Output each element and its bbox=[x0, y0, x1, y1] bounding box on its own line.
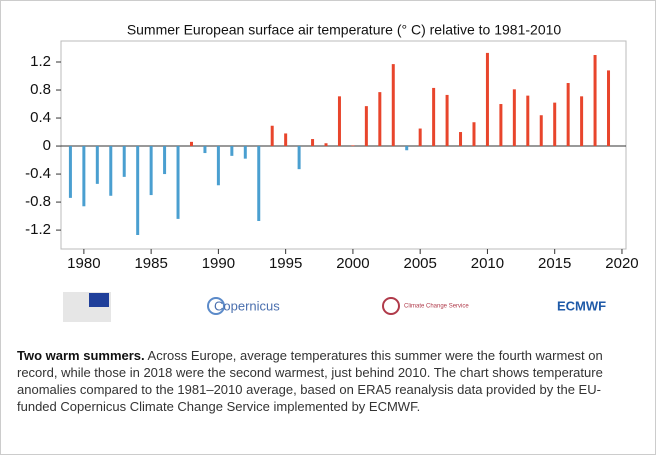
y-tick-label: 0.8 bbox=[30, 81, 51, 98]
bar bbox=[95, 146, 99, 184]
logo-text: Climate Change Service bbox=[404, 304, 469, 310]
chart: Summer European surface air temperature … bbox=[25, 22, 639, 322]
x-tick-label: 1985 bbox=[134, 255, 167, 272]
bar bbox=[364, 106, 368, 147]
plot-frame bbox=[60, 40, 627, 250]
caption-text: Across Europe, average temperatures this… bbox=[17, 348, 603, 414]
bar bbox=[257, 146, 261, 221]
bar bbox=[270, 125, 274, 147]
bar bbox=[230, 146, 234, 156]
caption: Two warm summers. Across Europe, average… bbox=[17, 347, 637, 415]
x-tick-label: 1995 bbox=[269, 255, 302, 272]
y-tick-label: -0.8 bbox=[25, 193, 51, 210]
bar bbox=[445, 94, 449, 147]
y-tick-label: -0.4 bbox=[25, 165, 51, 182]
x-tick-label: 2015 bbox=[538, 255, 571, 272]
bar bbox=[337, 96, 341, 147]
bar bbox=[203, 146, 207, 154]
bar bbox=[297, 146, 301, 170]
bar bbox=[459, 132, 463, 147]
y-tick-label: -1.2 bbox=[25, 221, 51, 238]
bar bbox=[311, 139, 315, 147]
bar bbox=[391, 64, 395, 147]
x-tick-label: 2010 bbox=[471, 255, 504, 272]
bar bbox=[472, 122, 476, 147]
y-tick-label: 1.2 bbox=[30, 53, 51, 70]
bar bbox=[163, 146, 167, 175]
bar bbox=[378, 92, 382, 147]
c3s-icon bbox=[382, 297, 400, 315]
x-tick-label: 2000 bbox=[336, 255, 369, 272]
bar bbox=[243, 146, 247, 159]
x-tick-label: 2020 bbox=[605, 255, 638, 272]
x-tick-label: 2005 bbox=[403, 255, 436, 272]
copernicus-icon bbox=[207, 297, 225, 315]
bar bbox=[149, 146, 153, 196]
bar bbox=[607, 70, 611, 147]
x-tick-label: 1980 bbox=[67, 255, 100, 272]
bar bbox=[82, 146, 86, 207]
bar bbox=[432, 87, 436, 147]
bar bbox=[553, 102, 557, 147]
chart-title: Summer European surface air temperature … bbox=[127, 22, 562, 38]
bar bbox=[539, 115, 543, 147]
y-tick-label: 0.4 bbox=[30, 109, 51, 126]
bar bbox=[136, 146, 140, 235]
caption-lead: Two warm summers. bbox=[17, 348, 145, 363]
bar bbox=[512, 89, 516, 147]
bar bbox=[405, 146, 409, 151]
bar bbox=[284, 133, 288, 147]
bar bbox=[485, 52, 489, 147]
bar bbox=[109, 146, 113, 196]
bar bbox=[176, 146, 180, 219]
bar bbox=[499, 104, 503, 147]
bar bbox=[122, 146, 126, 177]
bar bbox=[189, 141, 193, 147]
bar bbox=[324, 143, 328, 147]
bar bbox=[351, 145, 355, 147]
bar bbox=[526, 95, 530, 147]
x-tick-label: 1990 bbox=[202, 255, 235, 272]
bar bbox=[580, 96, 584, 147]
eu-logo bbox=[63, 292, 111, 322]
bar bbox=[68, 146, 72, 198]
y-tick-label: 0 bbox=[43, 137, 51, 154]
bar bbox=[418, 128, 422, 147]
bar bbox=[593, 55, 597, 147]
logo-text: ECMWF bbox=[557, 298, 606, 313]
bar bbox=[216, 146, 220, 186]
logo-text: Copernicus bbox=[214, 298, 280, 313]
bar bbox=[566, 83, 570, 147]
